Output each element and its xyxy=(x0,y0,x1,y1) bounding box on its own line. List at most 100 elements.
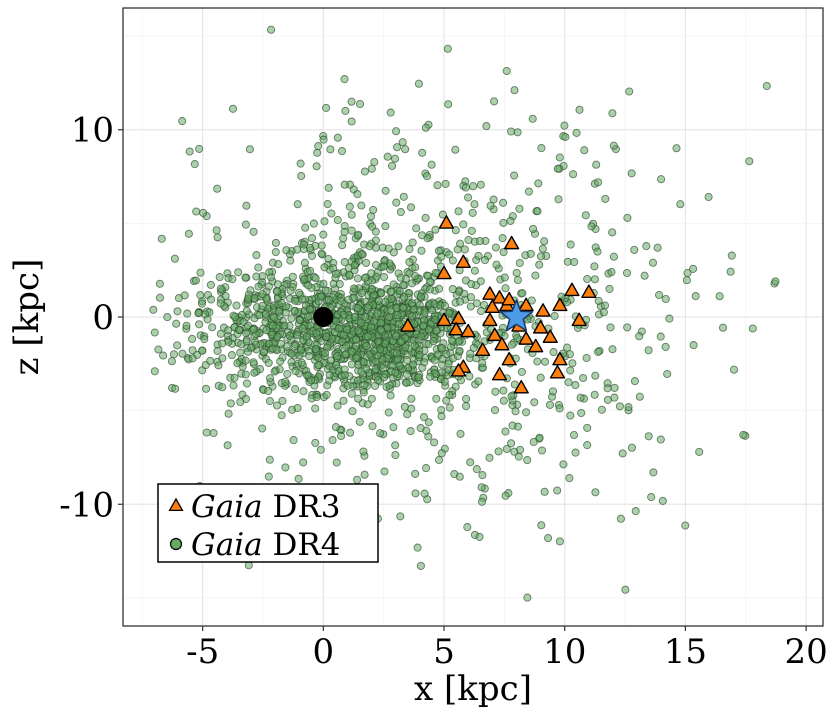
dr4-point xyxy=(398,138,407,147)
dr4-point xyxy=(537,521,546,530)
dr4-point xyxy=(267,330,276,339)
dr4-point xyxy=(420,358,429,367)
dr4-point xyxy=(312,329,321,338)
dr4-point xyxy=(461,183,470,192)
dr4-point xyxy=(593,247,602,256)
dr4-point xyxy=(159,351,168,360)
dr4-point xyxy=(302,332,311,341)
dr4-point xyxy=(213,233,222,242)
dr4-point xyxy=(297,358,306,367)
dr4-point xyxy=(172,319,181,328)
dr4-point xyxy=(517,367,526,376)
dr4-point xyxy=(346,428,355,437)
dr4-point xyxy=(553,164,562,173)
dr4-point xyxy=(422,426,431,435)
dr4-point xyxy=(499,396,508,405)
galactic-centre-marker xyxy=(313,307,334,327)
dr4-point xyxy=(499,386,508,395)
dr4-point xyxy=(533,357,542,366)
dr4-point xyxy=(502,444,511,454)
dr4-point xyxy=(657,175,666,184)
dr4-point xyxy=(271,248,280,257)
dr4-point xyxy=(293,245,302,254)
dr4-point xyxy=(463,523,472,532)
dr4-point xyxy=(559,460,568,469)
dr4-point xyxy=(420,308,429,317)
dr4-point xyxy=(480,256,490,265)
dr4-point xyxy=(416,561,425,570)
dr4-point xyxy=(440,301,450,310)
dr4-point xyxy=(466,302,475,311)
dr4-point xyxy=(314,142,323,151)
dr4-point xyxy=(565,350,574,359)
dr4-point xyxy=(241,273,250,282)
dr4-point xyxy=(287,349,296,358)
dr4-point xyxy=(653,243,662,252)
dr4-point xyxy=(454,337,463,346)
dr4-point xyxy=(437,252,446,261)
dr4-point xyxy=(234,268,243,277)
dr4-point xyxy=(178,349,187,358)
dr4-point xyxy=(307,234,317,243)
dr4-point xyxy=(319,230,328,239)
dr4-point xyxy=(695,447,704,456)
dr4-point xyxy=(409,360,418,369)
dr4-point xyxy=(545,400,555,409)
dr4-point xyxy=(425,285,434,294)
dr4-point xyxy=(243,321,253,330)
y-tick-label: 10 xyxy=(71,111,114,151)
dr4-point xyxy=(347,389,356,398)
dr4-point xyxy=(566,366,575,375)
dr4-point xyxy=(322,103,331,112)
dr4-point xyxy=(425,277,435,286)
dr4-point xyxy=(241,220,250,229)
dr4-point xyxy=(354,394,363,403)
dr4-point xyxy=(583,274,592,284)
dr4-point xyxy=(171,384,180,393)
dr4-point xyxy=(624,403,633,412)
dr4-point xyxy=(529,224,538,233)
x-tick-label: 5 xyxy=(433,632,455,672)
dr4-point xyxy=(357,201,366,210)
dr4-point xyxy=(305,352,314,361)
dr4-point xyxy=(394,319,403,328)
dr4-point xyxy=(224,409,233,418)
dr4-point xyxy=(534,179,543,188)
dr4-point xyxy=(616,514,625,523)
dr3-point xyxy=(549,364,566,379)
dr4-point xyxy=(374,376,383,385)
dr3-point xyxy=(436,265,452,280)
dr4-point xyxy=(218,354,227,363)
dr4-point xyxy=(360,167,369,176)
dr4-point xyxy=(529,437,538,447)
dr4-point xyxy=(367,394,376,403)
dr4-point xyxy=(531,271,540,280)
dr4-point xyxy=(411,469,420,478)
dr4-point xyxy=(507,127,516,136)
dr4-point xyxy=(218,383,227,392)
dr4-point xyxy=(209,428,218,438)
dr4-point xyxy=(197,299,207,308)
dr4-point xyxy=(455,472,464,481)
dr4-point xyxy=(535,433,544,442)
dr4-point xyxy=(405,258,414,267)
dr4-point xyxy=(610,383,619,392)
dr4-point xyxy=(597,405,606,414)
dr4-point xyxy=(453,245,462,254)
dr4-point xyxy=(208,323,217,332)
dr4-point xyxy=(387,294,396,303)
dr4-point xyxy=(163,313,172,322)
dr4-point xyxy=(550,311,559,321)
dr4-point xyxy=(322,390,331,399)
dr4-point xyxy=(568,359,577,368)
dr4-point xyxy=(265,396,274,406)
dr4-point xyxy=(316,445,325,454)
dr4-point xyxy=(528,114,537,123)
dr4-point xyxy=(581,211,590,220)
dr4-point xyxy=(363,400,372,409)
dr4-point xyxy=(555,153,564,162)
dr4-point xyxy=(563,343,572,352)
dr4-point xyxy=(155,279,164,288)
dr4-point xyxy=(437,449,446,458)
dr4-point xyxy=(570,257,579,267)
